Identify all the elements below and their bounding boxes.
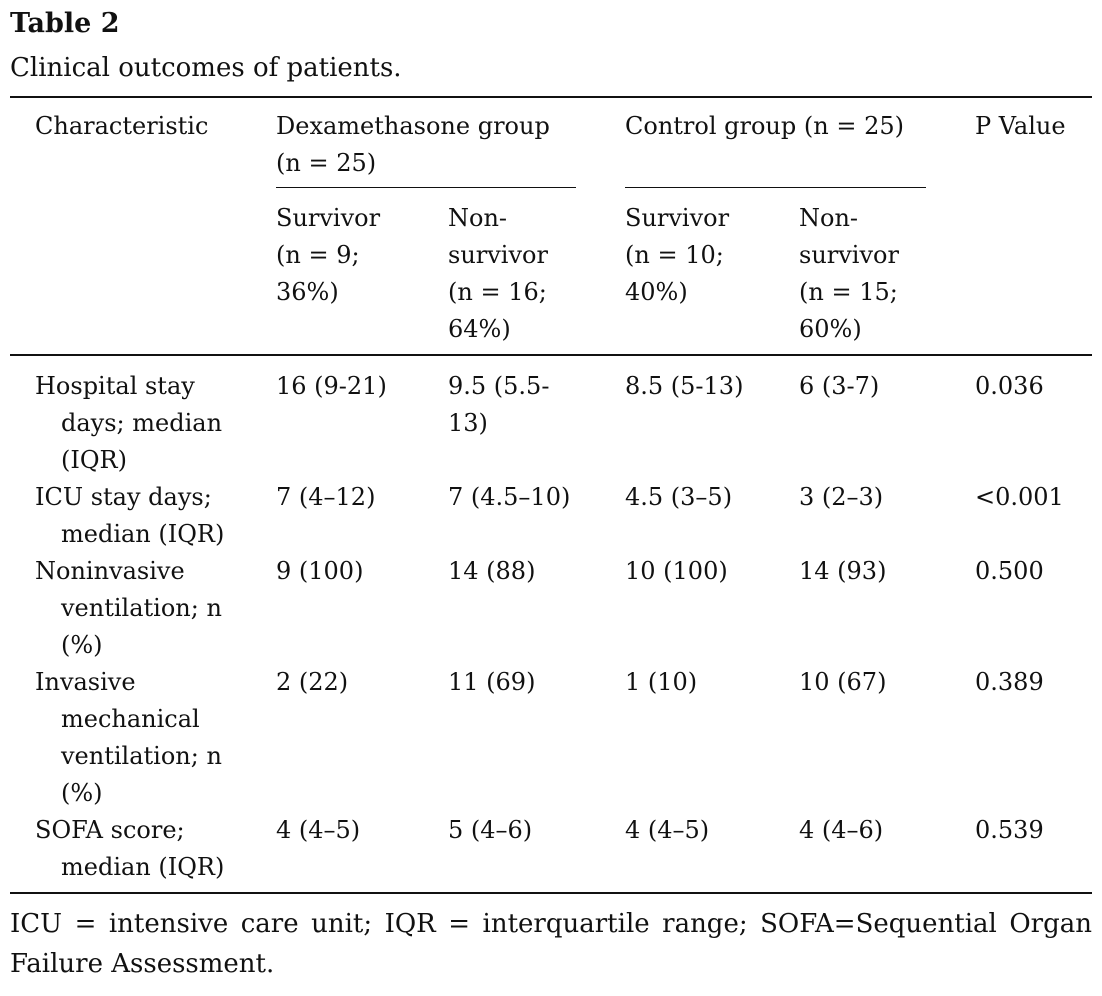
table-caption: Clinical outcomes of patients. (10, 53, 402, 83)
cell-control-nonsurvivor: 14 (93) (799, 557, 887, 585)
row-label-icu-stay: ICU stay days; median (IQR) (35, 479, 224, 553)
cell-control-survivor: 8.5 (5-13) (625, 372, 744, 400)
control-span-rule (625, 187, 926, 188)
row-label-first-line: Noninvasive (35, 557, 185, 585)
row-label-invasive-mechanical-ventilation: Invasive mechanical ventilation; n (%) (35, 664, 222, 812)
row-label-continuation: median (IQR) (61, 520, 225, 548)
cell-dexa-survivor: 2 (22) (276, 668, 349, 696)
cell-dexa-nonsurvivor: 14 (88) (448, 557, 536, 585)
header-control-group: Control group (n = 25) (625, 112, 904, 140)
cell-p-value: 0.539 (975, 816, 1044, 844)
cell-dexa-nonsurvivor: 11 (69) (448, 668, 536, 696)
row-label-sofa-score: SOFA score; median (IQR) (35, 812, 224, 886)
header-p-value: P Value (975, 112, 1066, 140)
cell-dexa-nonsurvivor: 5 (4–6) (448, 816, 533, 844)
bottom-rule (10, 892, 1092, 894)
cell-dexa-nonsurvivor: 7 (4.5–10) (448, 483, 571, 511)
row-label-continuation: median (IQR) (61, 853, 225, 881)
table-footnote: ICU = intensive care unit; IQR = interqu… (10, 909, 1092, 979)
row-label-continuation: mechanical ventilation; n (%) (61, 705, 222, 807)
row-label-first-line: Invasive (35, 668, 136, 696)
row-label-first-line: Hospital stay (35, 372, 195, 400)
cell-control-nonsurvivor: 6 (3-7) (799, 372, 880, 400)
cell-control-nonsurvivor: 10 (67) (799, 668, 887, 696)
row-label-continuation: ventilation; n (%) (61, 594, 222, 659)
table-label: Table 2 (10, 8, 120, 39)
cell-control-survivor: 1 (10) (625, 668, 698, 696)
dexamethasone-span-rule (276, 187, 576, 188)
cell-dexa-survivor: 16 (9-21) (276, 372, 387, 400)
cell-dexa-survivor: 7 (4–12) (276, 483, 376, 511)
cell-p-value: 0.500 (975, 557, 1044, 585)
row-label-first-line: SOFA score; (35, 816, 185, 844)
cell-control-nonsurvivor: 4 (4–6) (799, 816, 884, 844)
cell-dexa-survivor: 9 (100) (276, 557, 364, 585)
cell-dexa-survivor: 4 (4–5) (276, 816, 361, 844)
header-control-nonsurvivor: Non- survivor (n = 15; 60%) (799, 204, 899, 343)
cell-control-nonsurvivor: 3 (2–3) (799, 483, 884, 511)
cell-control-survivor: 10 (100) (625, 557, 728, 585)
header-dexamethasone-group: Dexamethasone group (n = 25) (276, 112, 550, 177)
cell-control-survivor: 4.5 (3–5) (625, 483, 733, 511)
header-rule (10, 354, 1092, 356)
row-label-continuation: days; median (IQR) (61, 409, 223, 474)
row-label-noninvasive-ventilation: Noninvasive ventilation; n (%) (35, 553, 222, 664)
row-label-hospital-stay: Hospital stay days; median (IQR) (35, 368, 222, 479)
row-label-first-line: ICU stay days; (35, 483, 212, 511)
header-dexa-nonsurvivor: Non- survivor (n = 16; 64%) (448, 204, 548, 343)
cell-p-value: <0.001 (975, 483, 1064, 511)
cell-p-value: 0.389 (975, 668, 1044, 696)
cell-control-survivor: 4 (4–5) (625, 816, 710, 844)
header-dexa-survivor: Survivor (n = 9; 36%) (276, 204, 381, 306)
top-rule (10, 96, 1092, 98)
header-control-survivor: Survivor (n = 10; 40%) (625, 204, 730, 306)
header-characteristic: Characteristic (35, 112, 209, 140)
cell-dexa-nonsurvivor: 9.5 (5.5- 13) (448, 372, 550, 437)
cell-p-value: 0.036 (975, 372, 1044, 400)
